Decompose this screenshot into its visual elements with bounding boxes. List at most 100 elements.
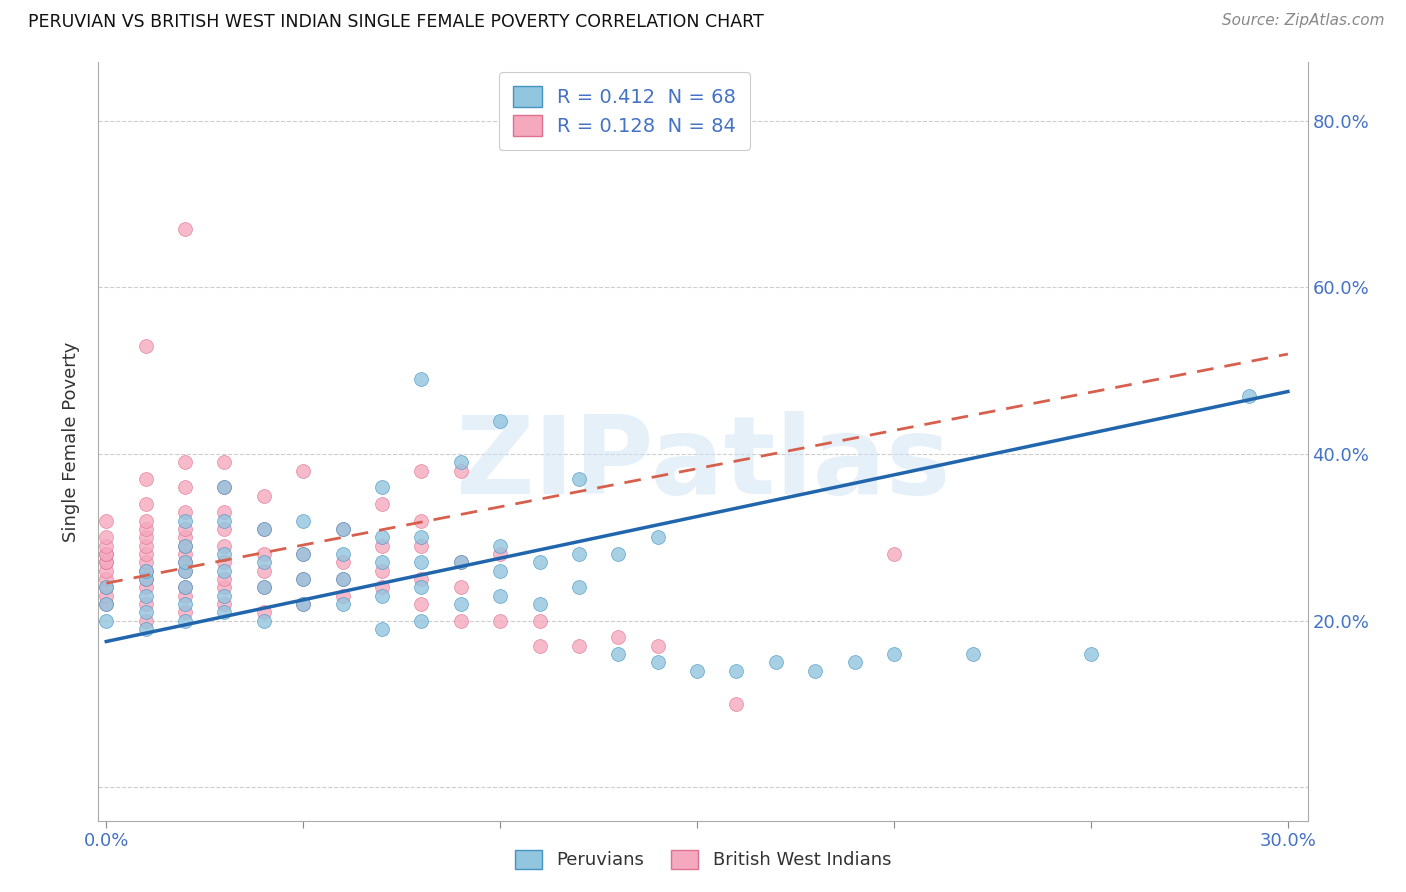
Point [174,539,197,553]
Point [96,580,118,594]
Point [253,580,276,594]
Text: Source: ZipAtlas.com: Source: ZipAtlas.com [1222,13,1385,29]
Point [725,697,748,711]
Point [883,647,905,661]
Point [135,589,157,603]
Point [253,547,276,561]
Point [332,597,354,611]
Point [765,656,787,670]
Point [292,547,315,561]
Point [411,514,433,528]
Point [1237,389,1260,403]
Point [568,580,591,594]
Point [174,555,197,569]
Point [96,572,118,586]
Point [253,522,276,536]
Point [332,555,354,569]
Point [135,522,157,536]
Point [450,555,472,569]
Point [174,530,197,544]
Point [292,547,315,561]
Point [292,597,315,611]
Point [174,505,197,519]
Point [292,597,315,611]
Point [253,564,276,578]
Point [292,572,315,586]
Point [174,222,197,236]
Point [489,414,512,428]
Point [174,580,197,594]
Text: ZIPatlas: ZIPatlas [456,411,950,517]
Point [96,580,118,594]
Point [214,480,236,494]
Point [332,572,354,586]
Point [135,564,157,578]
Point [489,614,512,628]
Point [253,614,276,628]
Point [607,647,630,661]
Point [135,580,157,594]
Point [174,580,197,594]
Point [292,464,315,478]
Point [686,664,709,678]
Point [411,464,433,478]
Point [135,572,157,586]
Point [332,522,354,536]
Point [214,605,236,619]
Legend: R = 0.412  N = 68, R = 0.128  N = 84: R = 0.412 N = 68, R = 0.128 N = 84 [499,72,749,150]
Point [292,572,315,586]
Point [529,555,551,569]
Point [489,564,512,578]
Point [411,539,433,553]
Point [568,547,591,561]
Point [371,580,394,594]
Point [253,580,276,594]
Point [174,564,197,578]
Text: PERUVIAN VS BRITISH WEST INDIAN SINGLE FEMALE POVERTY CORRELATION CHART: PERUVIAN VS BRITISH WEST INDIAN SINGLE F… [28,13,763,31]
Point [962,647,984,661]
Point [174,589,197,603]
Point [96,530,118,544]
Point [725,664,748,678]
Point [450,464,472,478]
Point [607,547,630,561]
Point [450,580,472,594]
Point [804,664,827,678]
Point [450,455,472,469]
Point [371,589,394,603]
Point [647,656,669,670]
Point [529,639,551,653]
Point [96,514,118,528]
Point [371,530,394,544]
Point [489,589,512,603]
Point [174,480,197,494]
Point [174,455,197,469]
Point [214,564,236,578]
Point [214,589,236,603]
Point [489,539,512,553]
Point [135,564,157,578]
Point [568,639,591,653]
Point [214,555,236,569]
Point [371,480,394,494]
Point [371,555,394,569]
Point [411,572,433,586]
Point [411,580,433,594]
Point [450,614,472,628]
Point [607,631,630,645]
Point [489,547,512,561]
Point [96,597,118,611]
Point [371,539,394,553]
Point [96,539,118,553]
Point [214,572,236,586]
Point [174,547,197,561]
Point [529,597,551,611]
Point [174,564,197,578]
Point [96,614,118,628]
Point [883,547,905,561]
Point [135,472,157,486]
Legend: Peruvians, British West Indians: Peruvians, British West Indians [506,841,900,879]
Point [214,505,236,519]
Point [96,555,118,569]
Point [411,597,433,611]
